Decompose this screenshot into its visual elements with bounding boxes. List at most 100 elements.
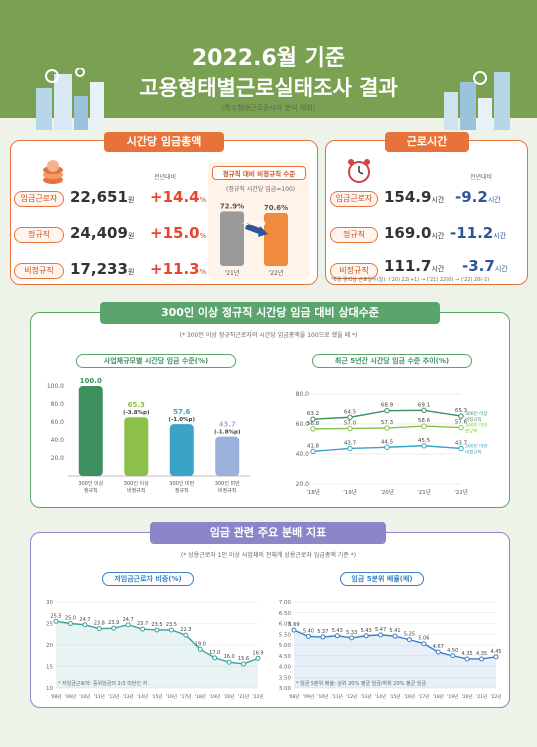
trend-point bbox=[458, 424, 464, 431]
line-xtick-label: '21년 bbox=[476, 693, 487, 700]
trend-series-name: 300인 미만 bbox=[465, 422, 487, 429]
ratio-bar bbox=[220, 211, 244, 266]
bar-ytick-label: 80.0 bbox=[51, 401, 65, 408]
line-data-label: 25.0 bbox=[65, 616, 76, 622]
line-point bbox=[111, 625, 117, 631]
trend-xtick-label: '21년 bbox=[417, 488, 431, 496]
bar-category-label: 300인 미만 bbox=[169, 480, 194, 487]
line-ytick-label: 10 bbox=[46, 686, 53, 692]
trend-data-label: 44.5 bbox=[381, 439, 394, 445]
line-xtick-label: '17년 bbox=[418, 693, 429, 700]
line-point bbox=[82, 622, 88, 628]
line-point bbox=[154, 627, 160, 633]
line-xtick-label: '12년 bbox=[108, 693, 119, 700]
line-point bbox=[67, 621, 73, 626]
relative-left-title: 사업체규모별 시간당 임금 수준(%) bbox=[76, 354, 236, 368]
trend-point bbox=[384, 407, 390, 414]
bar-category-label: 300인 이상 bbox=[124, 480, 149, 487]
trend-data-label: 57.0 bbox=[344, 421, 357, 427]
line-xtick-label: '15년 bbox=[389, 693, 400, 700]
trend-ytick-label: 40.0 bbox=[296, 451, 310, 458]
hours-row-change: -11.2시간 bbox=[450, 224, 507, 242]
trend-data-label: 41.8 bbox=[307, 443, 320, 449]
trend-point bbox=[384, 444, 390, 450]
bar-change-label: (-3.8%p) bbox=[123, 410, 150, 416]
trend-point bbox=[347, 414, 353, 420]
line-data-label: 4.50 bbox=[447, 648, 458, 654]
hours-row-value: 169.0시간 bbox=[384, 224, 445, 242]
trend-data-label: 57.3 bbox=[381, 420, 394, 426]
trend-ytick-label: 20.0 bbox=[296, 481, 310, 488]
trend-series-name: 300인 미만 bbox=[465, 442, 487, 449]
line-data-label: 16.9 bbox=[252, 650, 263, 656]
line-point bbox=[334, 633, 340, 639]
line-point bbox=[349, 635, 355, 641]
city-illustration-right-icon bbox=[444, 71, 510, 130]
city-illustration-left-icon bbox=[36, 68, 104, 130]
trend-point bbox=[458, 413, 464, 419]
distribution-card bbox=[30, 532, 510, 708]
line-xtick-label: '17년 bbox=[180, 693, 191, 700]
line-area bbox=[294, 630, 496, 688]
trend-ytick-label: 60.0 bbox=[296, 421, 310, 428]
distribution-left-footnote: * 저임금근로자: 중위임금의 2/3 미만인 자 bbox=[58, 681, 148, 687]
trend-data-label: 43.7 bbox=[455, 440, 468, 446]
hours-row-label: 정규직 bbox=[330, 227, 378, 243]
ratio-bar bbox=[264, 213, 288, 266]
hours-row-value: 154.9시간 bbox=[384, 188, 445, 206]
line-data-label: 23.9 bbox=[108, 620, 119, 626]
line-ytick-label: 4.50 bbox=[279, 654, 292, 660]
line-ytick-label: 15 bbox=[46, 665, 53, 671]
line-ytick-label: 3.00 bbox=[279, 686, 292, 692]
line-data-label: 5.43 bbox=[332, 628, 343, 634]
bar-mark bbox=[124, 417, 149, 476]
ratio-chart: 72.9% '21년 70.6% '22년 -2.3%p bbox=[220, 202, 288, 277]
bar-ytick-label: 60.0 bbox=[51, 419, 65, 426]
line-data-label: 24.7 bbox=[123, 617, 134, 623]
line-point bbox=[140, 626, 146, 632]
line-data-label: 5.41 bbox=[389, 628, 400, 634]
trend-point bbox=[347, 425, 353, 432]
alarm-clock-icon bbox=[348, 159, 370, 183]
line-data-label: 4.67 bbox=[433, 644, 444, 650]
bar-value-label: 100.0 bbox=[80, 377, 102, 385]
bar-mark bbox=[169, 424, 194, 476]
line-xtick-label: '18년 bbox=[195, 693, 206, 700]
trend-data-label: 64.5 bbox=[344, 409, 357, 415]
line-xtick-label: '14년 bbox=[137, 693, 148, 700]
line-xtick-label: '08년 bbox=[50, 693, 61, 700]
relative-note: (* 300인 이상 정규직근로자의 시간당 임금총액을 100으로 했을 때 … bbox=[179, 332, 358, 339]
bar-change-label: (-1.0%p) bbox=[168, 417, 195, 423]
wage-row-change: +15.0% bbox=[150, 224, 207, 242]
line-ytick-label: 25 bbox=[46, 622, 53, 628]
trend-line-chart: 80.0 60.0 40.0 20.0'18년 '19년 '20년 '21년 '22년 63.2… bbox=[296, 391, 488, 496]
line-data-label: 4.35 bbox=[462, 651, 473, 657]
hours-row-change: -3.7시간 bbox=[462, 257, 508, 275]
line-xtick-label: '16년 bbox=[404, 693, 415, 700]
line-xtick-label: '20년 bbox=[462, 693, 473, 700]
relative-right-title: 최근 5년간 시간당 임금 수준 추이(%) bbox=[312, 354, 472, 368]
quintile-line-chart: 7.00 6.50 6.00 5.50 5.00 4.50 4.00 3.50 3.00'08년… bbox=[279, 600, 502, 700]
wage-row-value: 17,233원 bbox=[70, 260, 135, 278]
line-xtick-label: '11년 bbox=[332, 693, 343, 700]
bar-category-label: 300인 미만 bbox=[215, 480, 240, 487]
line-point bbox=[197, 646, 203, 652]
trend-point bbox=[421, 407, 427, 414]
trend-data-label: 45.5 bbox=[418, 438, 431, 444]
trend-xtick-label: '22년 bbox=[454, 488, 468, 496]
bar-change-label: (-1.8%p) bbox=[214, 430, 241, 436]
trend-point bbox=[458, 445, 464, 452]
line-point bbox=[435, 649, 441, 655]
wage-row-value: 24,409원 bbox=[70, 224, 135, 242]
line-data-label: 5.40 bbox=[303, 628, 314, 634]
trend-point bbox=[310, 448, 316, 455]
line-data-label: 5.37 bbox=[317, 629, 328, 635]
line-point bbox=[291, 627, 297, 633]
wage-row-label: 정규직 bbox=[14, 227, 64, 243]
line-xtick-label: '09년 bbox=[303, 693, 314, 700]
line-xtick-label: '12년 bbox=[346, 693, 357, 700]
trend-ytick-label: 80.0 bbox=[296, 391, 310, 398]
line-xtick-label: '15년 bbox=[151, 693, 162, 700]
trend-point bbox=[421, 423, 427, 429]
